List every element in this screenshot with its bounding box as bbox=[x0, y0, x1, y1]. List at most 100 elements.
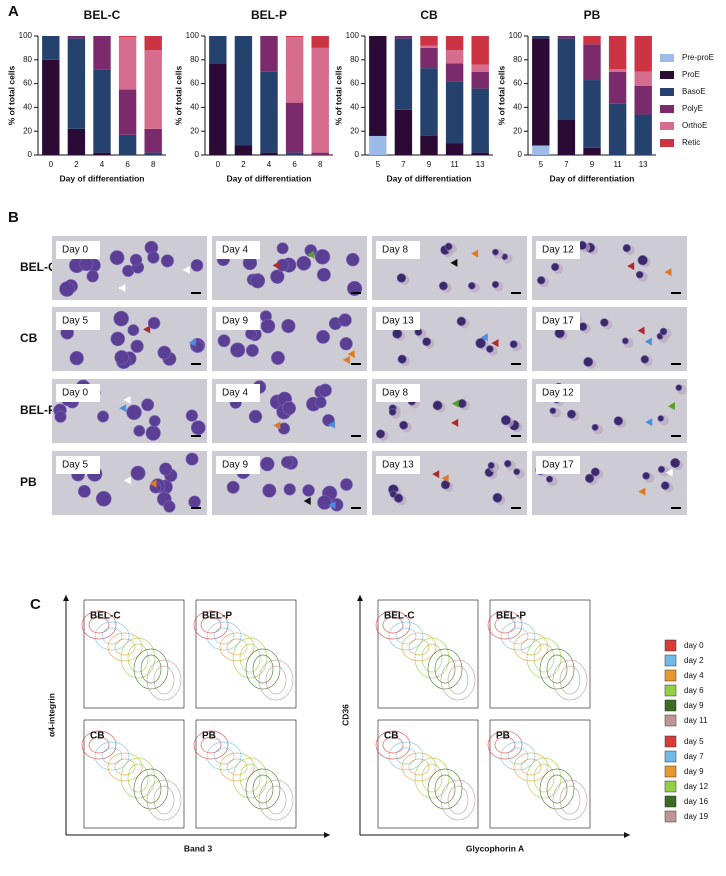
cell bbox=[148, 415, 161, 427]
arrowhead bbox=[273, 421, 281, 430]
legend-label: day 19 bbox=[684, 812, 709, 821]
flow-plot-label: PB bbox=[496, 731, 510, 742]
cell bbox=[157, 345, 172, 360]
contour bbox=[440, 779, 476, 821]
contour bbox=[153, 665, 175, 695]
contour bbox=[539, 768, 575, 810]
day-label-box bbox=[376, 384, 420, 402]
legend-label: day 7 bbox=[684, 752, 704, 761]
bar-segment bbox=[583, 147, 601, 155]
contour bbox=[487, 730, 523, 760]
bar-segment bbox=[234, 36, 253, 146]
legend-swatch bbox=[660, 122, 674, 130]
row-label: CB bbox=[20, 331, 38, 345]
arrowhead bbox=[307, 250, 315, 259]
day-label-box bbox=[536, 312, 580, 330]
arrowhead bbox=[272, 261, 280, 270]
cell bbox=[591, 423, 599, 431]
day-label: Day 17 bbox=[542, 316, 574, 327]
contour bbox=[206, 741, 242, 771]
bar-segment bbox=[311, 152, 329, 155]
cell bbox=[583, 356, 594, 367]
arrowhead bbox=[637, 326, 645, 335]
y-tick-label: 60 bbox=[190, 79, 199, 88]
legend-label: day 5 bbox=[684, 737, 704, 746]
cell bbox=[675, 384, 683, 392]
cell bbox=[399, 420, 409, 430]
cell bbox=[145, 425, 161, 441]
legend-label: day 4 bbox=[684, 671, 704, 680]
contour bbox=[388, 741, 424, 771]
axis-arrow bbox=[63, 595, 69, 601]
flow-plot-label: CB bbox=[90, 731, 104, 742]
contour bbox=[546, 654, 568, 684]
cell bbox=[271, 350, 285, 365]
cell bbox=[584, 473, 595, 483]
cell bbox=[642, 471, 651, 480]
cell bbox=[248, 409, 263, 424]
cell bbox=[130, 465, 146, 481]
arrowhead bbox=[665, 468, 673, 477]
legend-label: day 16 bbox=[684, 797, 709, 806]
x-tick-label: 5 bbox=[376, 160, 381, 169]
bar-segment bbox=[634, 36, 652, 72]
contour bbox=[559, 785, 581, 815]
x-tick-label: 8 bbox=[318, 160, 323, 169]
bar-segment bbox=[445, 143, 464, 155]
bar-segment bbox=[608, 69, 627, 72]
legend-label: BasoE bbox=[682, 87, 706, 96]
arrowhead bbox=[471, 249, 479, 258]
row-label: BEL-C bbox=[20, 260, 57, 274]
contour bbox=[421, 763, 443, 793]
contour bbox=[200, 616, 222, 634]
x-tick-label: 2 bbox=[241, 160, 246, 169]
contour bbox=[245, 648, 281, 690]
day-label: Day 17 bbox=[542, 460, 574, 471]
y-tick-label: 20 bbox=[23, 126, 32, 135]
contour bbox=[140, 774, 162, 804]
contour bbox=[153, 785, 175, 815]
bar-segment bbox=[234, 145, 253, 155]
cell bbox=[318, 383, 332, 397]
arrowhead bbox=[182, 265, 190, 274]
contour bbox=[401, 632, 437, 662]
bar-segment bbox=[209, 63, 227, 156]
y-axis-label: CD36 bbox=[340, 704, 350, 726]
day-label-box bbox=[376, 312, 420, 330]
x-tick-label: 11 bbox=[613, 160, 622, 169]
day-label: Day 8 bbox=[382, 388, 409, 399]
day-label-box bbox=[376, 241, 420, 259]
contour bbox=[427, 648, 463, 690]
contour bbox=[507, 627, 529, 645]
arrowhead bbox=[451, 418, 459, 427]
arrowhead bbox=[441, 474, 449, 483]
contour bbox=[245, 768, 281, 810]
cell bbox=[230, 342, 246, 358]
panel-label: B bbox=[8, 209, 19, 226]
legend-swatch bbox=[660, 139, 674, 147]
bar-segment bbox=[118, 134, 137, 155]
y-tick-label: 60 bbox=[513, 79, 522, 88]
cell bbox=[129, 253, 143, 266]
y-tick-label: 40 bbox=[23, 103, 32, 112]
contour bbox=[552, 659, 588, 701]
bar-segment bbox=[260, 36, 278, 72]
cell bbox=[54, 410, 67, 423]
legend-swatch bbox=[664, 735, 677, 748]
arrowhead bbox=[432, 470, 440, 479]
contour bbox=[127, 763, 149, 793]
contour bbox=[447, 785, 469, 815]
contour bbox=[382, 616, 404, 634]
day-label-box bbox=[56, 241, 100, 259]
contour bbox=[388, 621, 424, 651]
legend-label: Pre-proE bbox=[682, 53, 714, 62]
bar-segment bbox=[144, 50, 162, 129]
contour bbox=[421, 643, 443, 673]
contour bbox=[226, 638, 248, 656]
contour bbox=[408, 638, 430, 656]
day-label: Day 0 bbox=[62, 388, 89, 399]
contour bbox=[88, 736, 110, 754]
arrowhead bbox=[638, 487, 646, 496]
contour bbox=[258, 779, 294, 821]
y-axis-label: % of total cells bbox=[6, 65, 16, 125]
